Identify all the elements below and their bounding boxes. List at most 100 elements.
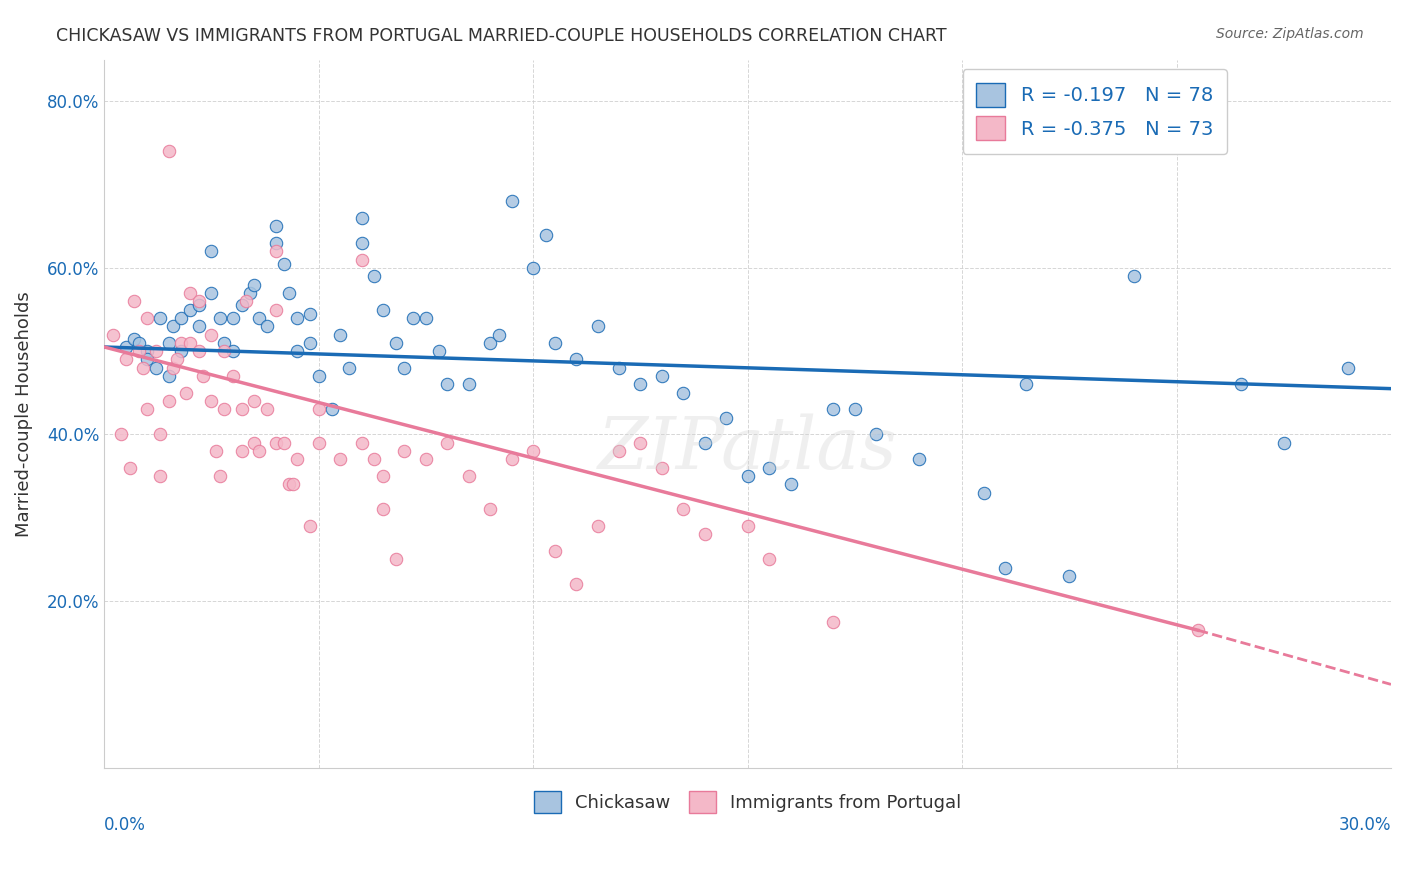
Chickasaw bbox=[737, 469, 759, 483]
Chickasaw bbox=[543, 335, 565, 350]
Immigrants from Portugal bbox=[222, 369, 245, 384]
Chickasaw bbox=[200, 285, 222, 300]
Immigrants from Portugal bbox=[235, 294, 257, 309]
Chickasaw bbox=[394, 360, 416, 375]
Chickasaw bbox=[277, 285, 299, 300]
Immigrants from Portugal bbox=[651, 460, 673, 475]
Text: 0.0%: 0.0% bbox=[104, 816, 146, 834]
Legend: Chickasaw, Immigrants from Portugal: Chickasaw, Immigrants from Portugal bbox=[524, 782, 970, 822]
Chickasaw bbox=[973, 485, 995, 500]
Immigrants from Portugal bbox=[522, 444, 544, 458]
Chickasaw bbox=[209, 310, 232, 325]
Immigrants from Portugal bbox=[209, 469, 232, 483]
Chickasaw bbox=[231, 298, 253, 312]
Immigrants from Portugal bbox=[543, 544, 565, 558]
Immigrants from Portugal bbox=[350, 435, 373, 450]
Immigrants from Portugal bbox=[436, 435, 458, 450]
Immigrants from Portugal bbox=[256, 402, 278, 417]
Immigrants from Portugal bbox=[170, 335, 193, 350]
Immigrants from Portugal bbox=[628, 435, 651, 450]
Chickasaw bbox=[350, 235, 373, 250]
Immigrants from Portugal bbox=[758, 552, 780, 566]
Immigrants from Portugal bbox=[243, 435, 266, 450]
Immigrants from Portugal bbox=[191, 369, 214, 384]
Chickasaw bbox=[222, 344, 245, 359]
Immigrants from Portugal bbox=[247, 444, 270, 458]
Chickasaw bbox=[264, 219, 287, 234]
Immigrants from Portugal bbox=[124, 294, 146, 309]
Chickasaw bbox=[385, 335, 408, 350]
Chickasaw bbox=[714, 410, 737, 425]
Immigrants from Portugal bbox=[277, 477, 299, 491]
Chickasaw bbox=[124, 332, 146, 346]
Immigrants from Portugal bbox=[350, 252, 373, 267]
Chickasaw bbox=[256, 319, 278, 334]
Immigrants from Portugal bbox=[157, 394, 180, 409]
Immigrants from Portugal bbox=[264, 302, 287, 317]
Immigrants from Portugal bbox=[586, 519, 609, 533]
Chickasaw bbox=[427, 344, 450, 359]
Chickasaw bbox=[308, 369, 330, 384]
Chickasaw bbox=[1230, 377, 1253, 392]
Chickasaw bbox=[823, 402, 845, 417]
Immigrants from Portugal bbox=[329, 452, 352, 467]
Immigrants from Portugal bbox=[145, 344, 167, 359]
Chickasaw bbox=[672, 385, 695, 400]
Chickasaw bbox=[149, 310, 172, 325]
Chickasaw bbox=[136, 352, 159, 367]
Chickasaw bbox=[534, 227, 557, 242]
Immigrants from Portugal bbox=[457, 469, 479, 483]
Immigrants from Portugal bbox=[308, 402, 330, 417]
Immigrants from Portugal bbox=[479, 502, 502, 516]
Immigrants from Portugal bbox=[371, 502, 394, 516]
Chickasaw bbox=[329, 327, 352, 342]
Chickasaw bbox=[501, 194, 523, 209]
Chickasaw bbox=[114, 340, 136, 354]
Immigrants from Portugal bbox=[174, 385, 197, 400]
Chickasaw bbox=[243, 277, 266, 292]
Chickasaw bbox=[222, 310, 245, 325]
Text: 30.0%: 30.0% bbox=[1339, 816, 1391, 834]
Chickasaw bbox=[128, 335, 150, 350]
Immigrants from Portugal bbox=[200, 327, 222, 342]
Immigrants from Portugal bbox=[110, 427, 132, 442]
Chickasaw bbox=[136, 344, 159, 359]
Immigrants from Portugal bbox=[565, 577, 588, 591]
Chickasaw bbox=[844, 402, 866, 417]
Chickasaw bbox=[247, 310, 270, 325]
Chickasaw bbox=[371, 302, 394, 317]
Chickasaw bbox=[607, 360, 630, 375]
Chickasaw bbox=[758, 460, 780, 475]
Immigrants from Portugal bbox=[1187, 624, 1209, 638]
Text: CHICKASAW VS IMMIGRANTS FROM PORTUGAL MARRIED-COUPLE HOUSEHOLDS CORRELATION CHAR: CHICKASAW VS IMMIGRANTS FROM PORTUGAL MA… bbox=[56, 27, 946, 45]
Chickasaw bbox=[651, 369, 673, 384]
Immigrants from Portugal bbox=[214, 402, 236, 417]
Immigrants from Portugal bbox=[264, 435, 287, 450]
Immigrants from Portugal bbox=[308, 435, 330, 450]
Chickasaw bbox=[145, 360, 167, 375]
Immigrants from Portugal bbox=[149, 469, 172, 483]
Immigrants from Portugal bbox=[118, 460, 141, 475]
Immigrants from Portugal bbox=[607, 444, 630, 458]
Chickasaw bbox=[1272, 435, 1295, 450]
Immigrants from Portugal bbox=[132, 360, 155, 375]
Immigrants from Portugal bbox=[187, 344, 209, 359]
Chickasaw bbox=[628, 377, 651, 392]
Immigrants from Portugal bbox=[394, 444, 416, 458]
Immigrants from Portugal bbox=[179, 285, 201, 300]
Immigrants from Portugal bbox=[415, 452, 437, 467]
Immigrants from Portugal bbox=[187, 294, 209, 309]
Chickasaw bbox=[179, 302, 201, 317]
Chickasaw bbox=[363, 269, 385, 284]
Y-axis label: Married-couple Households: Married-couple Households bbox=[15, 291, 32, 536]
Immigrants from Portugal bbox=[128, 344, 150, 359]
Chickasaw bbox=[299, 335, 322, 350]
Immigrants from Portugal bbox=[693, 527, 716, 541]
Text: Source: ZipAtlas.com: Source: ZipAtlas.com bbox=[1216, 27, 1364, 41]
Chickasaw bbox=[779, 477, 801, 491]
Chickasaw bbox=[200, 244, 222, 259]
Chickasaw bbox=[436, 377, 458, 392]
Chickasaw bbox=[187, 319, 209, 334]
Immigrants from Portugal bbox=[823, 615, 845, 629]
Immigrants from Portugal bbox=[371, 469, 394, 483]
